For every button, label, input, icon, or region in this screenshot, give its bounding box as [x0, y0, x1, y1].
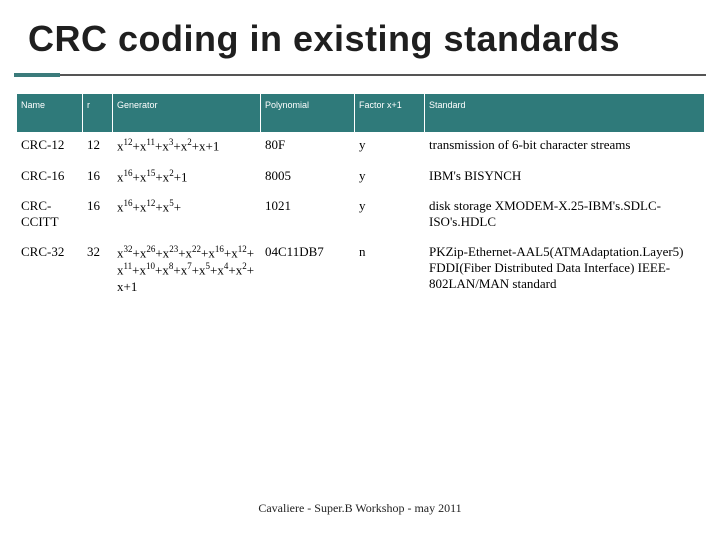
cell-r: 12	[83, 133, 113, 164]
col-header-std: Standard	[425, 94, 705, 133]
cell-name: CRC-12	[17, 133, 83, 164]
table-body: CRC-12 12 x12+x11+x3+x2+x+1 80F y transm…	[17, 133, 705, 304]
cell-poly: 04C11DB7	[261, 239, 355, 303]
cell-factor: n	[355, 239, 425, 303]
table-wrap: Name r Generator Polynomial Factor x+1 S…	[0, 77, 720, 304]
cell-r: 16	[83, 163, 113, 194]
col-header-factor: Factor x+1	[355, 94, 425, 133]
col-header-name: Name	[17, 94, 83, 133]
table-row: CRC-CCITT 16 x16+x12+x5+ 1021 y disk sto…	[17, 194, 705, 240]
cell-poly: 1021	[261, 194, 355, 240]
slide: CRC coding in existing standards Name r …	[0, 0, 720, 540]
cell-r: 16	[83, 194, 113, 240]
col-header-gen: Generator	[113, 94, 261, 133]
cell-gen: x12+x11+x3+x2+x+1	[113, 133, 261, 164]
cell-name: CRC-16	[17, 163, 83, 194]
cell-std: transmission of 6-bit character streams	[425, 133, 705, 164]
cell-std: PKZip-Ethernet-AAL5(ATMAdaptation.Layer5…	[425, 239, 705, 303]
table-row: CRC-16 16 x16+x15+x2+1 8005 y IBM's BISY…	[17, 163, 705, 194]
page-title: CRC coding in existing standards	[28, 18, 700, 60]
table-header-row: Name r Generator Polynomial Factor x+1 S…	[17, 94, 705, 133]
cell-std: disk storage XMODEM-X.25-IBM's.SDLC-ISO'…	[425, 194, 705, 240]
cell-gen: x16+x15+x2+1	[113, 163, 261, 194]
cell-gen: x16+x12+x5+	[113, 194, 261, 240]
cell-name: CRC-32	[17, 239, 83, 303]
cell-poly: 80F	[261, 133, 355, 164]
col-header-r: r	[83, 94, 113, 133]
cell-gen: x32+x26+x23+x22+x16+x12+x11+x10+x8+x7+x5…	[113, 239, 261, 303]
cell-r: 32	[83, 239, 113, 303]
title-wrap: CRC coding in existing standards	[0, 0, 720, 68]
cell-factor: y	[355, 133, 425, 164]
cell-poly: 8005	[261, 163, 355, 194]
table-row: CRC-32 32 x32+x26+x23+x22+x16+x12+x11+x1…	[17, 239, 705, 303]
underline-accent	[14, 73, 60, 77]
cell-name: CRC-CCITT	[17, 194, 83, 240]
table-row: CRC-12 12 x12+x11+x3+x2+x+1 80F y transm…	[17, 133, 705, 164]
cell-std: IBM's BISYNCH	[425, 163, 705, 194]
crc-table: Name r Generator Polynomial Factor x+1 S…	[16, 93, 705, 304]
cell-factor: y	[355, 194, 425, 240]
title-underline	[14, 74, 706, 77]
footer-text: Cavaliere - Super.B Workshop - may 2011	[0, 501, 720, 516]
col-header-poly: Polynomial	[261, 94, 355, 133]
cell-factor: y	[355, 163, 425, 194]
